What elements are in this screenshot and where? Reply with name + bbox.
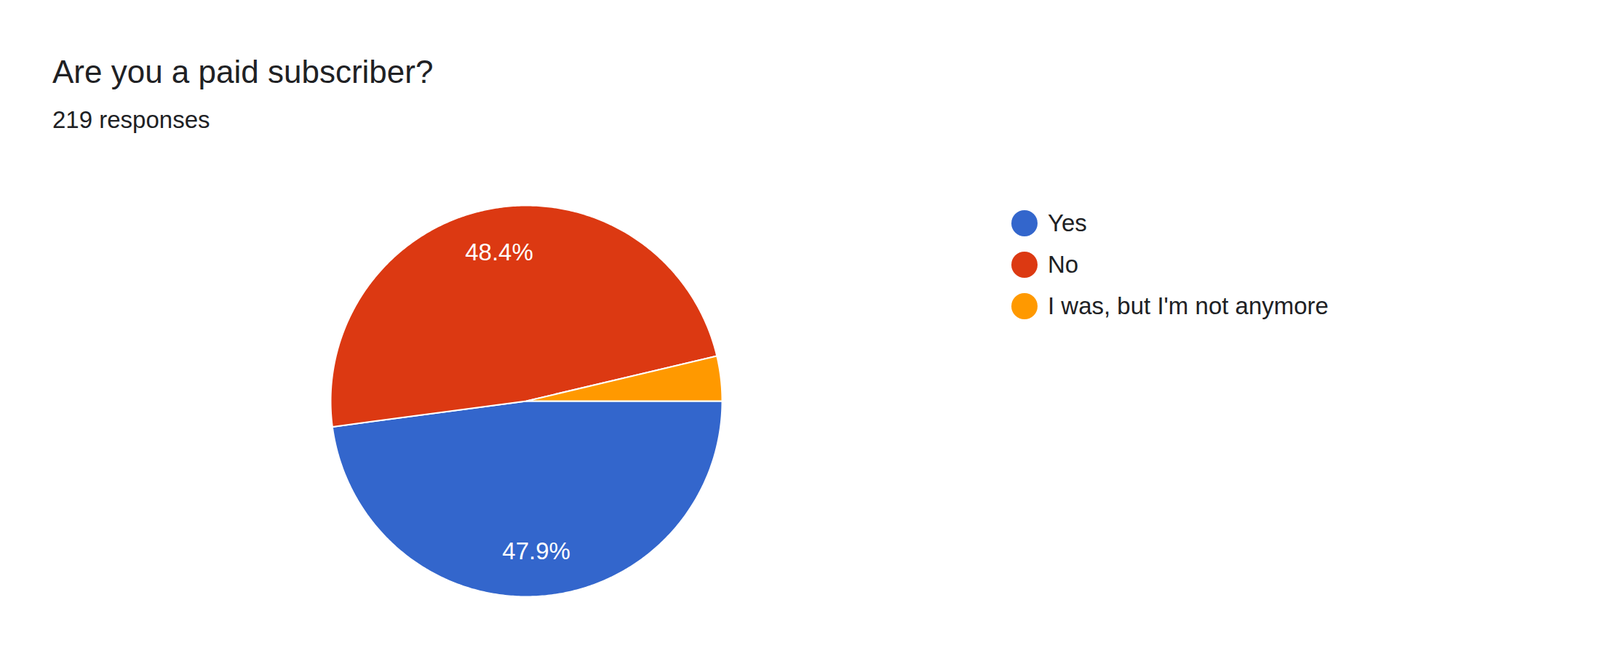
html-text:No: No [1047, 250, 1079, 278]
svg-text:47.9%: 47.9% [502, 537, 571, 565]
svg-text:48.4%: 48.4% [464, 238, 534, 266]
html-text:I was, but I'm not anymore: I was, but I'm not anymore [1047, 292, 1329, 320]
html-text:Yes: Yes [1047, 209, 1087, 237]
html-text:Are you a paid subscriber?: Are you a paid subscriber? [52, 53, 434, 90]
html-text:219 responses: 219 responses [52, 106, 210, 134]
